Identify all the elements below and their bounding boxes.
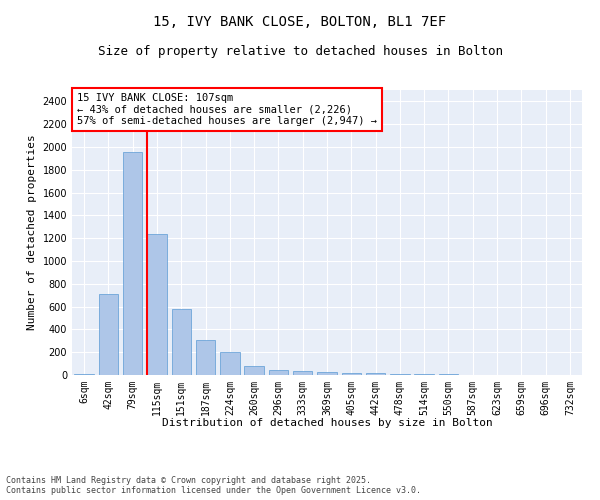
Bar	[123, 152, 142, 375]
Bar	[244, 366, 264, 375]
Bar	[415, 374, 434, 375]
Bar	[269, 370, 288, 375]
Bar	[172, 309, 191, 375]
Text: Contains HM Land Registry data © Crown copyright and database right 2025.
Contai: Contains HM Land Registry data © Crown c…	[6, 476, 421, 495]
Text: 15 IVY BANK CLOSE: 107sqm
← 43% of detached houses are smaller (2,226)
57% of se: 15 IVY BANK CLOSE: 107sqm ← 43% of detac…	[77, 93, 377, 126]
Bar	[220, 352, 239, 375]
Bar	[147, 234, 167, 375]
Text: Size of property relative to detached houses in Bolton: Size of property relative to detached ho…	[97, 45, 503, 58]
Text: 15, IVY BANK CLOSE, BOLTON, BL1 7EF: 15, IVY BANK CLOSE, BOLTON, BL1 7EF	[154, 15, 446, 29]
X-axis label: Distribution of detached houses by size in Bolton: Distribution of detached houses by size …	[161, 418, 493, 428]
Bar	[293, 371, 313, 375]
Bar	[196, 340, 215, 375]
Bar	[366, 374, 385, 375]
Bar	[341, 372, 361, 375]
Bar	[317, 372, 337, 375]
Bar	[439, 374, 458, 375]
Bar	[390, 374, 410, 375]
Y-axis label: Number of detached properties: Number of detached properties	[27, 134, 37, 330]
Bar	[99, 294, 118, 375]
Bar	[74, 374, 94, 375]
